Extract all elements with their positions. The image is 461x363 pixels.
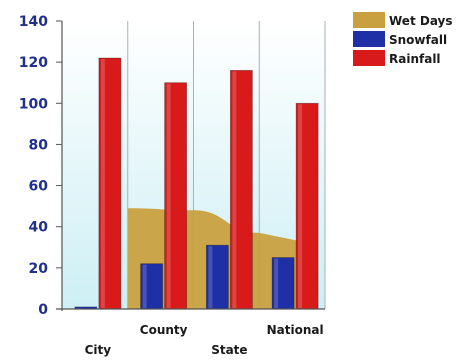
- bar-highlight: [76, 307, 81, 309]
- legend-label: Rainfall: [389, 52, 441, 66]
- legend-swatch: [353, 31, 385, 47]
- bar-series-layer: [74, 57, 319, 310]
- y-tick-label: 40: [29, 220, 49, 236]
- legend-item-wet-days: Wet Days: [353, 12, 453, 28]
- x-tick-label: City: [85, 343, 112, 357]
- legend-item-snowfall: Snowfall: [353, 31, 447, 47]
- y-axis-ticks: 0 20 40 60 80 100 120 140: [19, 14, 62, 318]
- bar-highlight: [232, 71, 237, 308]
- bar-highlight: [298, 104, 303, 309]
- x-axis-ticks: City County State National: [85, 323, 324, 357]
- bar-highlight: [100, 59, 105, 309]
- bar-highlight: [274, 258, 279, 308]
- y-tick-label: 60: [29, 179, 49, 195]
- legend-swatch: [353, 50, 385, 66]
- legend: Wet Days Snowfall Rainfall: [353, 12, 453, 66]
- x-tick-label: County: [140, 323, 188, 337]
- y-tick-label: 100: [19, 96, 48, 112]
- bar-rainfall-county: [164, 82, 188, 310]
- x-tick-label: National: [267, 323, 324, 337]
- bar-highlight: [166, 83, 171, 308]
- bar-highlight: [142, 264, 147, 308]
- y-tick-label: 0: [38, 302, 48, 318]
- y-tick-label: 120: [19, 55, 48, 71]
- legend-item-rainfall: Rainfall: [353, 50, 441, 66]
- bar-rainfall-national: [295, 102, 319, 310]
- y-tick-label: 20: [29, 261, 49, 277]
- bar-highlight: [208, 246, 213, 308]
- legend-swatch: [353, 12, 385, 28]
- bar-snowfall-state: [205, 244, 229, 310]
- legend-label: Wet Days: [389, 14, 453, 28]
- legend-label: Snowfall: [389, 33, 447, 47]
- bar-snowfall-county: [140, 263, 164, 310]
- y-tick-label: 80: [29, 137, 49, 153]
- bar-rainfall-state: [229, 69, 253, 310]
- axes: [56, 21, 325, 311]
- bar-rainfall-city: [98, 57, 122, 310]
- x-tick-label: State: [211, 343, 247, 357]
- bar-snowfall-national: [271, 257, 295, 310]
- y-tick-label: 140: [19, 14, 48, 30]
